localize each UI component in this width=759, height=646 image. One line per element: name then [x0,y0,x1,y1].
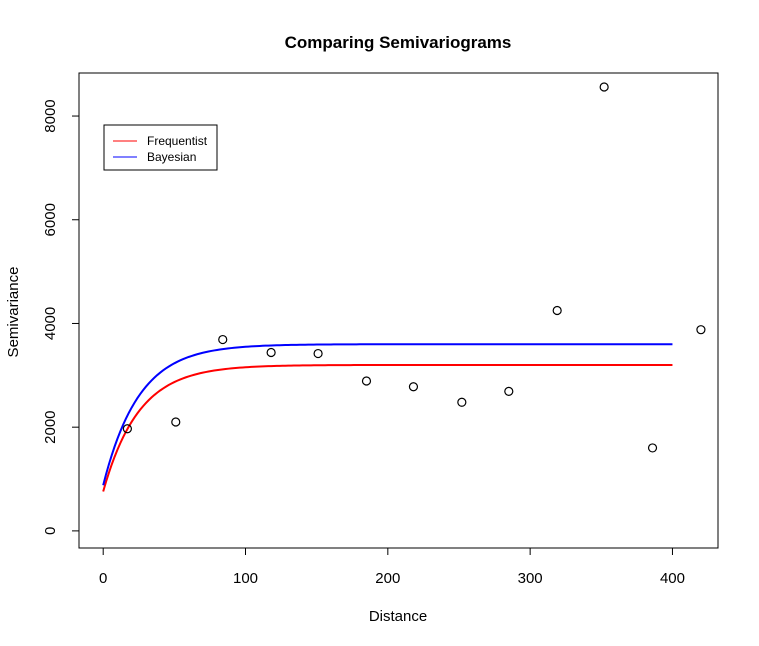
x-tick-label: 300 [518,570,543,587]
y-tick-label: 8000 [42,99,59,132]
y-tick-label: 2000 [42,410,59,443]
y-tick-label: 0 [42,527,59,535]
x-tick-label: 400 [660,570,685,587]
legend: Frequentist Bayesian [103,124,218,171]
legend-label-frequentist: Frequentist [147,134,208,148]
x-tick-label: 200 [375,570,400,587]
y-axis-label: Semivariance [5,267,22,358]
x-tick-label: 0 [99,570,107,587]
x-axis-label: Distance [369,608,427,625]
legend-label-bayesian: Bayesian [147,150,196,164]
data-point [361,376,372,386]
chart-title: Comparing Semivariograms [285,33,512,52]
empirical-points [122,82,706,453]
series-line-bayesian [102,343,673,486]
data-point [408,382,419,392]
data-point [313,348,323,359]
model-curves [102,343,673,492]
data-point [504,386,514,396]
x-tick-label: 100 [233,570,258,587]
series-line-frequentist [102,363,673,492]
legend-box [103,124,218,171]
data-point [171,417,181,427]
data-point [122,424,132,434]
y-tick-label: 4000 [42,307,59,340]
data-point [457,397,467,407]
y-tick-label: 6000 [42,203,59,236]
data-point [696,325,706,335]
data-point [647,443,658,453]
data-point [218,334,228,345]
data-point [599,82,609,92]
x-axis: 0 100 200 300 400 [99,547,685,587]
y-axis: 0 2000 4000 6000 8000 [42,99,80,535]
data-point [266,347,276,358]
data-point [552,305,562,316]
